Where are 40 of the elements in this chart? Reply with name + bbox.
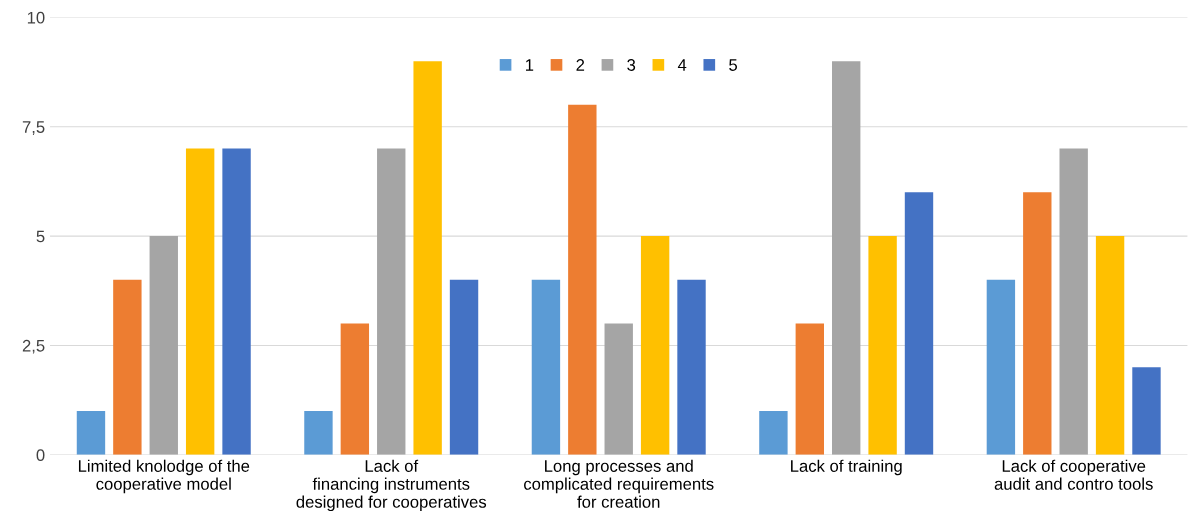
bar [1095, 236, 1125, 455]
bar [149, 236, 178, 455]
legend-label: 5 [729, 59, 738, 71]
bar [304, 411, 333, 455]
bar [677, 279, 706, 455]
bar [1132, 367, 1161, 455]
y-tick-label: 5 [36, 230, 45, 243]
y-tick-label: 0 [36, 449, 45, 461]
bar [449, 279, 479, 455]
bar [640, 236, 670, 455]
y-tick-label: 10 [27, 11, 45, 24]
legend-label: 3 [627, 59, 636, 71]
bar [568, 104, 597, 455]
x-tick-label: Lack of cooperative audit and contro tools [994, 459, 1153, 490]
bar [832, 61, 861, 455]
bar [222, 148, 251, 455]
x-tick-label: Lack of financing instruments designed for cooperatives [296, 459, 487, 512]
bar [1023, 192, 1052, 455]
bar [76, 411, 106, 455]
bar [868, 236, 897, 455]
legend-label: 1 [525, 59, 534, 71]
y-tick-label: 2,5 [22, 339, 45, 354]
bar [340, 323, 370, 455]
x-tick-label: Lack of training [791, 459, 902, 476]
x-tick-label: Long processes and complicated requirements for creation [524, 459, 714, 508]
bar [604, 323, 633, 455]
bar [377, 148, 406, 455]
x-tick-label: Limited knolodge of the cooperative model [78, 459, 250, 494]
y-tick-label: 7,5 [22, 121, 45, 135]
legend-label: 4 [677, 59, 687, 71]
legend-label: 2 [576, 59, 585, 71]
bar [986, 279, 1016, 455]
bar [531, 279, 561, 455]
bar [185, 148, 215, 455]
bar [113, 279, 142, 455]
bar [1059, 148, 1088, 455]
bar [759, 411, 788, 455]
bar [904, 192, 934, 455]
bar [795, 323, 824, 455]
bar [413, 61, 442, 455]
